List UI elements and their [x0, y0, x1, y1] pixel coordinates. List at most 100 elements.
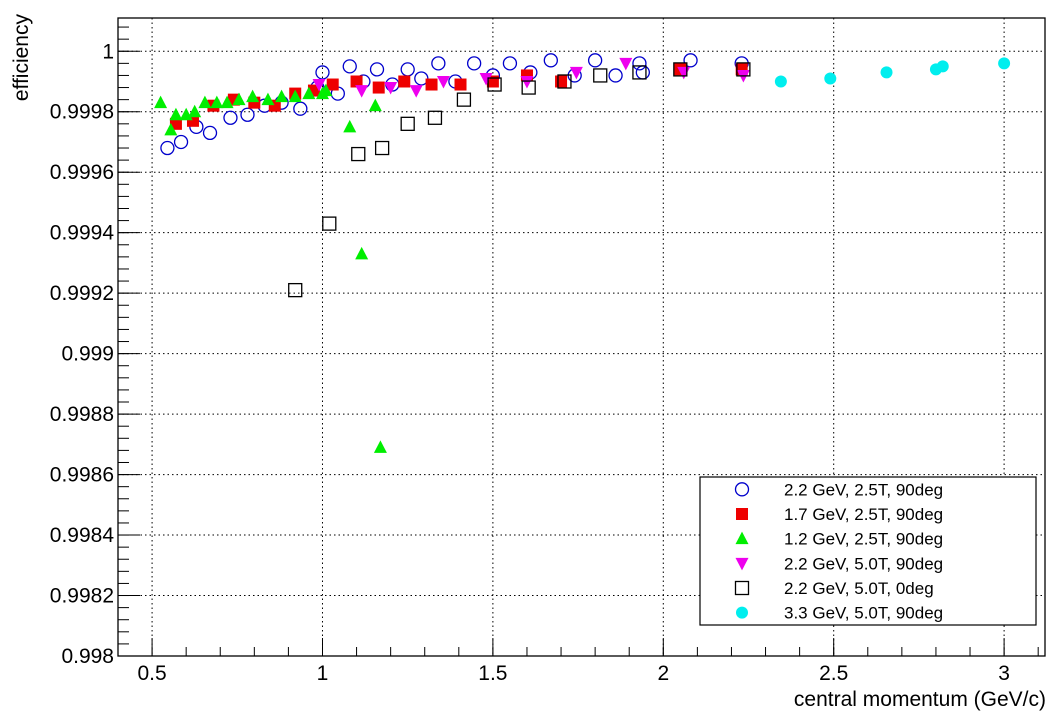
- data-point: [198, 95, 212, 109]
- data-point: [593, 68, 608, 83]
- data-point: [302, 86, 316, 100]
- series-5: [774, 57, 1011, 88]
- data-point: [487, 77, 502, 92]
- y-tick-label: 0.9986: [50, 464, 114, 487]
- data-point: [312, 79, 326, 92]
- y-axis-title: efficiency: [10, 14, 33, 102]
- data-point: [587, 53, 603, 68]
- data-point: [569, 66, 583, 80]
- axes: 0.5 1 1.5 2 2.5 3 0.998 0.9982 0.9984 0.9986 0.998…: [50, 26, 1039, 685]
- y-tick-label: 1: [102, 40, 114, 63]
- data-point: [998, 57, 1011, 70]
- data-point: [774, 75, 787, 88]
- data-point: [342, 59, 357, 74]
- legend-label: 1.7 GeV, 2.5T, 90deg: [784, 505, 943, 524]
- data-point: [632, 56, 647, 71]
- data-point: [326, 78, 339, 91]
- data-point: [520, 75, 534, 89]
- data-point: [374, 140, 390, 156]
- data-point: [880, 66, 893, 79]
- data-point: [936, 60, 949, 73]
- y-tick-label: 0.9996: [50, 161, 114, 184]
- data-point: [350, 75, 363, 88]
- legend-marker: [736, 508, 748, 520]
- data-point: [293, 101, 308, 116]
- data-point: [502, 56, 518, 71]
- data-point: [220, 95, 234, 109]
- data-point: [384, 82, 398, 95]
- data-point: [824, 72, 837, 85]
- data-point: [454, 78, 467, 91]
- data-point: [202, 125, 218, 141]
- data-point: [169, 107, 183, 121]
- legend-box: [699, 476, 1037, 626]
- data-point: [373, 440, 387, 453]
- data-point: [315, 65, 330, 80]
- data-point: [425, 78, 438, 91]
- legend-marker: [734, 580, 750, 596]
- y-tick-label: 0.9984: [50, 524, 115, 547]
- legend-label: 2.2 GeV, 5.0T, 0deg: [784, 579, 934, 598]
- x-tick-label: 1: [317, 662, 329, 685]
- x-tick-label: 1.5: [478, 662, 507, 685]
- data-point: [436, 75, 450, 89]
- data-point: [169, 117, 182, 130]
- data-point: [398, 75, 411, 88]
- legend-marker: [735, 531, 749, 545]
- y-tick-label: 0.9992: [50, 282, 114, 305]
- y-tick-label: 0.999: [61, 343, 114, 366]
- data-point: [427, 110, 443, 125]
- legend-marker: [734, 482, 750, 497]
- data-point: [372, 81, 385, 94]
- legend-marker: [735, 557, 749, 571]
- data-point: [351, 146, 366, 162]
- legend-label: 3.3 GeV, 5.0T, 90deg: [784, 604, 943, 623]
- y-tick-label: 0.9994: [50, 222, 115, 245]
- data-point: [288, 89, 302, 103]
- data-point: [683, 53, 698, 68]
- data-point: [355, 246, 369, 260]
- x-tick-label: 2.5: [819, 662, 848, 685]
- data-point: [164, 122, 178, 136]
- data-point: [210, 95, 224, 109]
- data-point: [673, 62, 688, 77]
- plot-frame: [117, 17, 1046, 657]
- data-points: [154, 53, 1011, 453]
- data-point: [479, 72, 493, 86]
- data-point: [543, 53, 558, 68]
- y-tick-label: 0.9988: [50, 403, 114, 426]
- legend-marker: [736, 606, 748, 619]
- legend: 2.2 GeV, 2.5T, 90deg 1.7 GeV, 2.5T, 90deg…: [699, 476, 1037, 626]
- y-tick-label: 0.9998: [50, 101, 114, 124]
- data-point: [619, 57, 633, 71]
- series-3: [312, 57, 750, 98]
- x-axis-title: central momentum (GeV/c): [794, 688, 1046, 711]
- legend-label: 2.2 GeV, 5.0T, 90deg: [784, 554, 943, 573]
- data-point: [188, 104, 202, 118]
- data-point: [555, 75, 568, 88]
- data-point: [409, 85, 423, 98]
- data-point: [160, 140, 175, 156]
- data-point: [319, 83, 333, 97]
- data-point: [154, 95, 168, 109]
- data-point: [173, 134, 189, 150]
- data-point: [368, 98, 382, 112]
- y-tick-label: 0.998: [61, 645, 114, 668]
- data-point: [608, 68, 623, 83]
- data-point: [456, 92, 472, 107]
- x-tick-label: 2: [657, 662, 669, 685]
- series-2: [154, 83, 387, 453]
- data-point: [261, 92, 275, 106]
- data-point: [223, 110, 238, 125]
- data-point: [322, 216, 337, 231]
- data-point: [521, 80, 536, 95]
- data-point: [557, 74, 572, 89]
- data-point: [240, 107, 255, 122]
- x-tick-label: 3: [998, 662, 1010, 685]
- y-tick-label: 0.9982: [50, 585, 114, 608]
- data-point: [246, 89, 260, 103]
- data-point: [400, 116, 415, 131]
- data-point: [632, 65, 647, 80]
- series-4: [288, 62, 751, 298]
